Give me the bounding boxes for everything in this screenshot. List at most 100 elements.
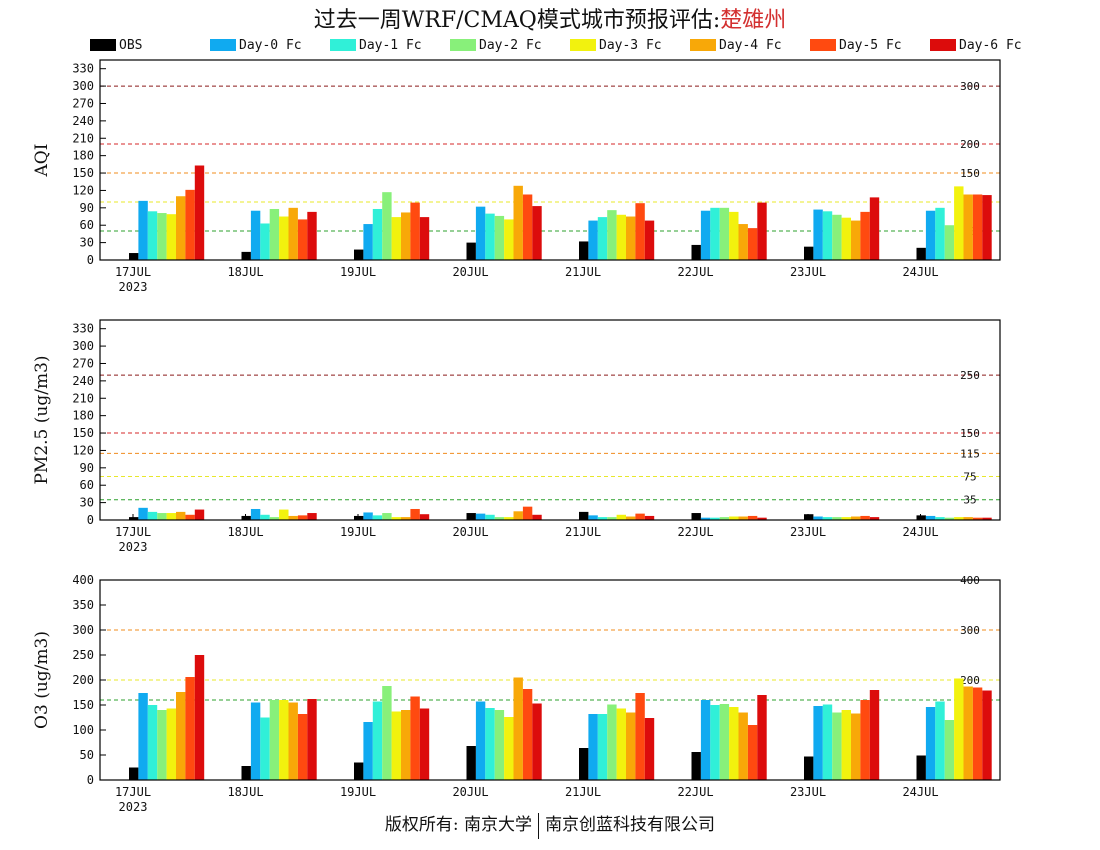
bar xyxy=(869,197,880,260)
bar xyxy=(372,515,383,520)
x-tick-label: 23JUL xyxy=(790,785,826,799)
y-tick-label: 180 xyxy=(72,149,94,163)
bar xyxy=(588,515,598,520)
legend-item: Day-5 Fc xyxy=(810,38,930,53)
bar xyxy=(616,514,626,520)
bar xyxy=(579,511,589,520)
bar xyxy=(494,517,505,520)
y-tick-label: 90 xyxy=(80,201,94,215)
bar xyxy=(597,517,608,520)
bar xyxy=(841,710,851,780)
bar xyxy=(644,718,655,780)
bar xyxy=(475,513,486,520)
bar xyxy=(307,513,317,520)
bar xyxy=(485,514,495,520)
bar xyxy=(738,516,748,520)
bar xyxy=(194,165,205,260)
bar xyxy=(644,515,655,520)
bar xyxy=(616,708,626,780)
bar xyxy=(579,241,589,260)
x-tick-label: 20JUL xyxy=(452,525,488,539)
legend-item: Day-4 Fc xyxy=(690,38,810,53)
y-tick-label: 60 xyxy=(80,218,94,232)
bar xyxy=(475,206,486,260)
footer-separator xyxy=(538,812,540,839)
bar xyxy=(419,217,430,260)
bar xyxy=(354,249,364,260)
reference-label: 300 xyxy=(960,624,980,637)
bar xyxy=(944,225,955,260)
bar xyxy=(297,714,308,780)
y-tick-label: 100 xyxy=(72,723,94,737)
bar xyxy=(963,517,973,520)
bar xyxy=(401,710,411,780)
y-axis-label: AQI xyxy=(32,144,52,178)
bar xyxy=(157,213,167,260)
legend-swatch xyxy=(90,39,116,51)
y-tick-label: 400 xyxy=(72,573,94,587)
bar xyxy=(419,514,430,520)
x-tick-label: 19JUL xyxy=(340,785,376,799)
y-tick-label: 0 xyxy=(87,253,94,267)
bar xyxy=(860,515,870,520)
y-tick-label: 300 xyxy=(72,623,94,637)
y-tick-label: 90 xyxy=(80,461,94,475)
bar xyxy=(832,214,842,260)
legend-label: Day-0 Fc xyxy=(239,37,302,53)
legend-label: Day-5 Fc xyxy=(839,37,902,53)
y-tick-label: 0 xyxy=(87,513,94,527)
x-tick-label: 21JUL xyxy=(565,785,601,799)
plot-frame xyxy=(99,59,1001,261)
x-tick-label: 22JUL xyxy=(677,525,713,539)
y-tick-label: 350 xyxy=(72,598,94,612)
bar xyxy=(513,677,523,780)
bar xyxy=(860,211,870,260)
bar xyxy=(147,211,158,260)
bar xyxy=(185,189,195,260)
x-tick-label: 20JUL xyxy=(452,785,488,799)
bar xyxy=(747,515,758,520)
bar xyxy=(522,506,533,520)
legend-label: Day-2 Fc xyxy=(479,37,542,53)
bar xyxy=(363,722,373,780)
reference-label: 115 xyxy=(960,447,980,460)
bar xyxy=(260,223,270,260)
x-tick-label: 23JUL xyxy=(790,265,826,279)
bar xyxy=(822,211,833,260)
bar xyxy=(297,515,308,520)
y-tick-label: 240 xyxy=(72,374,94,388)
legend-swatch xyxy=(330,39,356,51)
x-tick-label: 21JUL xyxy=(565,525,601,539)
legend-item: Day-0 Fc xyxy=(210,38,330,53)
y-tick-label: 300 xyxy=(72,79,94,93)
bar xyxy=(269,700,280,780)
y-axis-label: PM2.5 (ug/m3) xyxy=(32,355,52,484)
bar xyxy=(851,516,861,520)
bar xyxy=(176,196,186,260)
bar xyxy=(982,195,992,260)
bar xyxy=(944,720,955,780)
x-tick-label: 24JUL xyxy=(902,525,938,539)
bar xyxy=(288,207,298,260)
bar xyxy=(129,517,139,520)
x-tick-label: 22JUL xyxy=(677,785,713,799)
x-tick-label: 23JUL xyxy=(790,525,826,539)
y-tick-label: 210 xyxy=(72,131,94,145)
bar xyxy=(935,701,945,780)
y-tick-label: 150 xyxy=(72,166,94,180)
y-tick-label: 0 xyxy=(87,773,94,787)
bar xyxy=(607,210,617,260)
x-tick-label: 20JUL xyxy=(452,265,488,279)
bar xyxy=(279,700,289,780)
bar xyxy=(382,192,392,260)
bar xyxy=(925,210,936,260)
bar xyxy=(288,702,298,780)
bar xyxy=(176,511,186,520)
y-tick-label: 60 xyxy=(80,478,94,492)
bar xyxy=(963,194,973,260)
bar xyxy=(157,513,167,520)
bar xyxy=(250,702,261,780)
bar xyxy=(588,714,598,780)
y-tick-label: 120 xyxy=(72,443,94,457)
